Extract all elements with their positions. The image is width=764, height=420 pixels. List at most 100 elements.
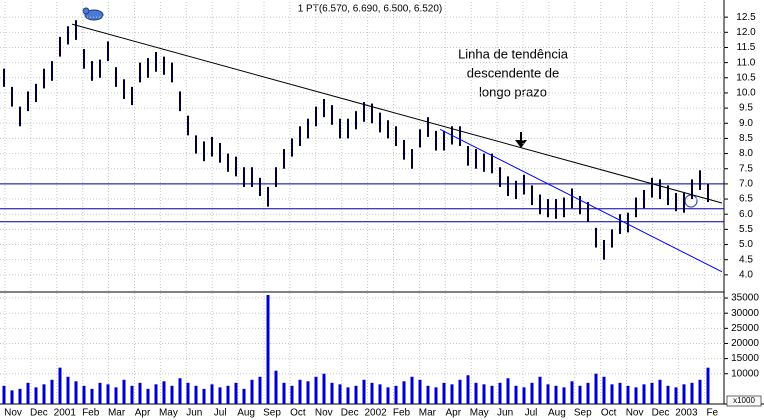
volume-bar (706, 367, 710, 404)
volume-bar (594, 373, 598, 404)
volume-bar (82, 385, 86, 404)
volume-bar (314, 376, 318, 404)
y-tick-label: 10.0 (736, 88, 756, 99)
annotation: longo prazo (479, 84, 547, 99)
x-tick-label: 2002 (364, 408, 387, 419)
trend-line (71, 23, 723, 204)
volume-bar (66, 376, 70, 404)
volume-bar (426, 385, 430, 404)
y-tick-label: 4.5 (739, 254, 753, 265)
y-tick-label: 7.5 (739, 163, 753, 174)
x-tick-label: Fe (706, 408, 718, 419)
y-tick-label: 7.0 (739, 179, 753, 190)
volume-bar (506, 378, 510, 404)
volume-bar (194, 385, 198, 404)
volume-bar (338, 384, 342, 404)
volume-bar (546, 384, 550, 404)
volume-bar (602, 376, 606, 404)
x-tick-label: 2001 (54, 408, 77, 419)
volume-bar (290, 385, 294, 404)
volume-unit-box (726, 395, 762, 407)
volume-bar (114, 387, 118, 404)
x-tick-label: Aug (548, 408, 566, 419)
volume-bar (482, 384, 486, 404)
y-tick-label: 9.5 (739, 103, 753, 114)
volume-bar (442, 382, 446, 404)
volume-bar (50, 379, 54, 404)
x-tick-label: Aug (237, 408, 255, 419)
volume-bar (178, 378, 182, 404)
volume-bar (58, 367, 62, 404)
volume-bar (370, 382, 374, 404)
x-tick-label: Nov (4, 408, 22, 419)
volume-bar (130, 385, 134, 404)
volume-bar (210, 384, 214, 404)
volume-bar (34, 387, 38, 404)
arrow (515, 132, 527, 148)
volume-bar (42, 384, 46, 404)
volume-bar (170, 385, 174, 404)
x-tick-label: Dec (341, 408, 359, 419)
trend-line (439, 128, 723, 273)
volume-bar (402, 381, 406, 404)
volume-bar (698, 379, 702, 404)
volume-bar (322, 373, 326, 404)
volume-bar (154, 384, 158, 404)
volume-bar (410, 376, 414, 404)
volume-bar (578, 385, 582, 404)
y-tick-label: 12.5 (736, 12, 756, 23)
x-tick-label: Oct (601, 408, 617, 419)
volume-bar (570, 381, 574, 404)
volume-unit: x1000 (733, 396, 755, 405)
x-tick-label: Jul (214, 408, 227, 419)
volume-bar (330, 382, 334, 404)
x-tick-label: May (159, 408, 178, 419)
volume-bar (474, 382, 478, 404)
y2-tick-label: 25000 (731, 323, 759, 334)
volume-bar (162, 381, 166, 404)
volume-bar (522, 387, 526, 404)
bull-icon (82, 7, 104, 21)
y-tick-label: 4.0 (739, 269, 753, 280)
volume-bar (98, 382, 102, 404)
volume-bar (18, 388, 22, 404)
chart-title: 1 PT(6.570, 6.690, 6.500, 6.520) (298, 4, 443, 15)
volume-bar (618, 382, 622, 404)
x-tick-label: Jun (186, 408, 202, 419)
volume-bar (674, 387, 678, 404)
x-tick-label: Nov (315, 408, 333, 419)
volume-bar (242, 388, 246, 404)
volume-bar (122, 379, 126, 404)
volume-bar (26, 382, 30, 404)
volume-bar (650, 382, 654, 404)
volume-bar (490, 385, 494, 404)
volume-bar (202, 388, 206, 404)
volume-bar (186, 382, 190, 404)
y-tick-label: 5.5 (739, 224, 753, 235)
volume-bar (378, 384, 382, 404)
volume-bar (658, 379, 662, 404)
y-tick-label: 9.0 (739, 118, 753, 129)
x-tick-label: Feb (82, 408, 100, 419)
volume-bar (682, 384, 686, 404)
y-tick-label: 11.5 (737, 42, 756, 53)
volume-bar (626, 385, 630, 404)
volume-bar (554, 385, 558, 404)
x-tick-label: Mar (108, 408, 126, 419)
y-tick-label: 6.5 (739, 194, 753, 205)
volume-bar (634, 387, 638, 404)
volume-bar (274, 370, 278, 404)
volume-bar (2, 385, 6, 404)
volume-bar (354, 385, 358, 404)
volume-bar (610, 384, 614, 404)
volume-bar (386, 387, 390, 404)
x-tick-label: Sep (574, 408, 592, 419)
volume-bar (106, 384, 110, 404)
volume-bar (346, 387, 350, 404)
volume-bar (10, 390, 14, 404)
x-tick-label: Apr (446, 408, 462, 419)
y2-tick-label: 10000 (731, 368, 759, 379)
x-tick-label: Oct (290, 408, 306, 419)
y2-tick-label: 20000 (731, 338, 759, 349)
